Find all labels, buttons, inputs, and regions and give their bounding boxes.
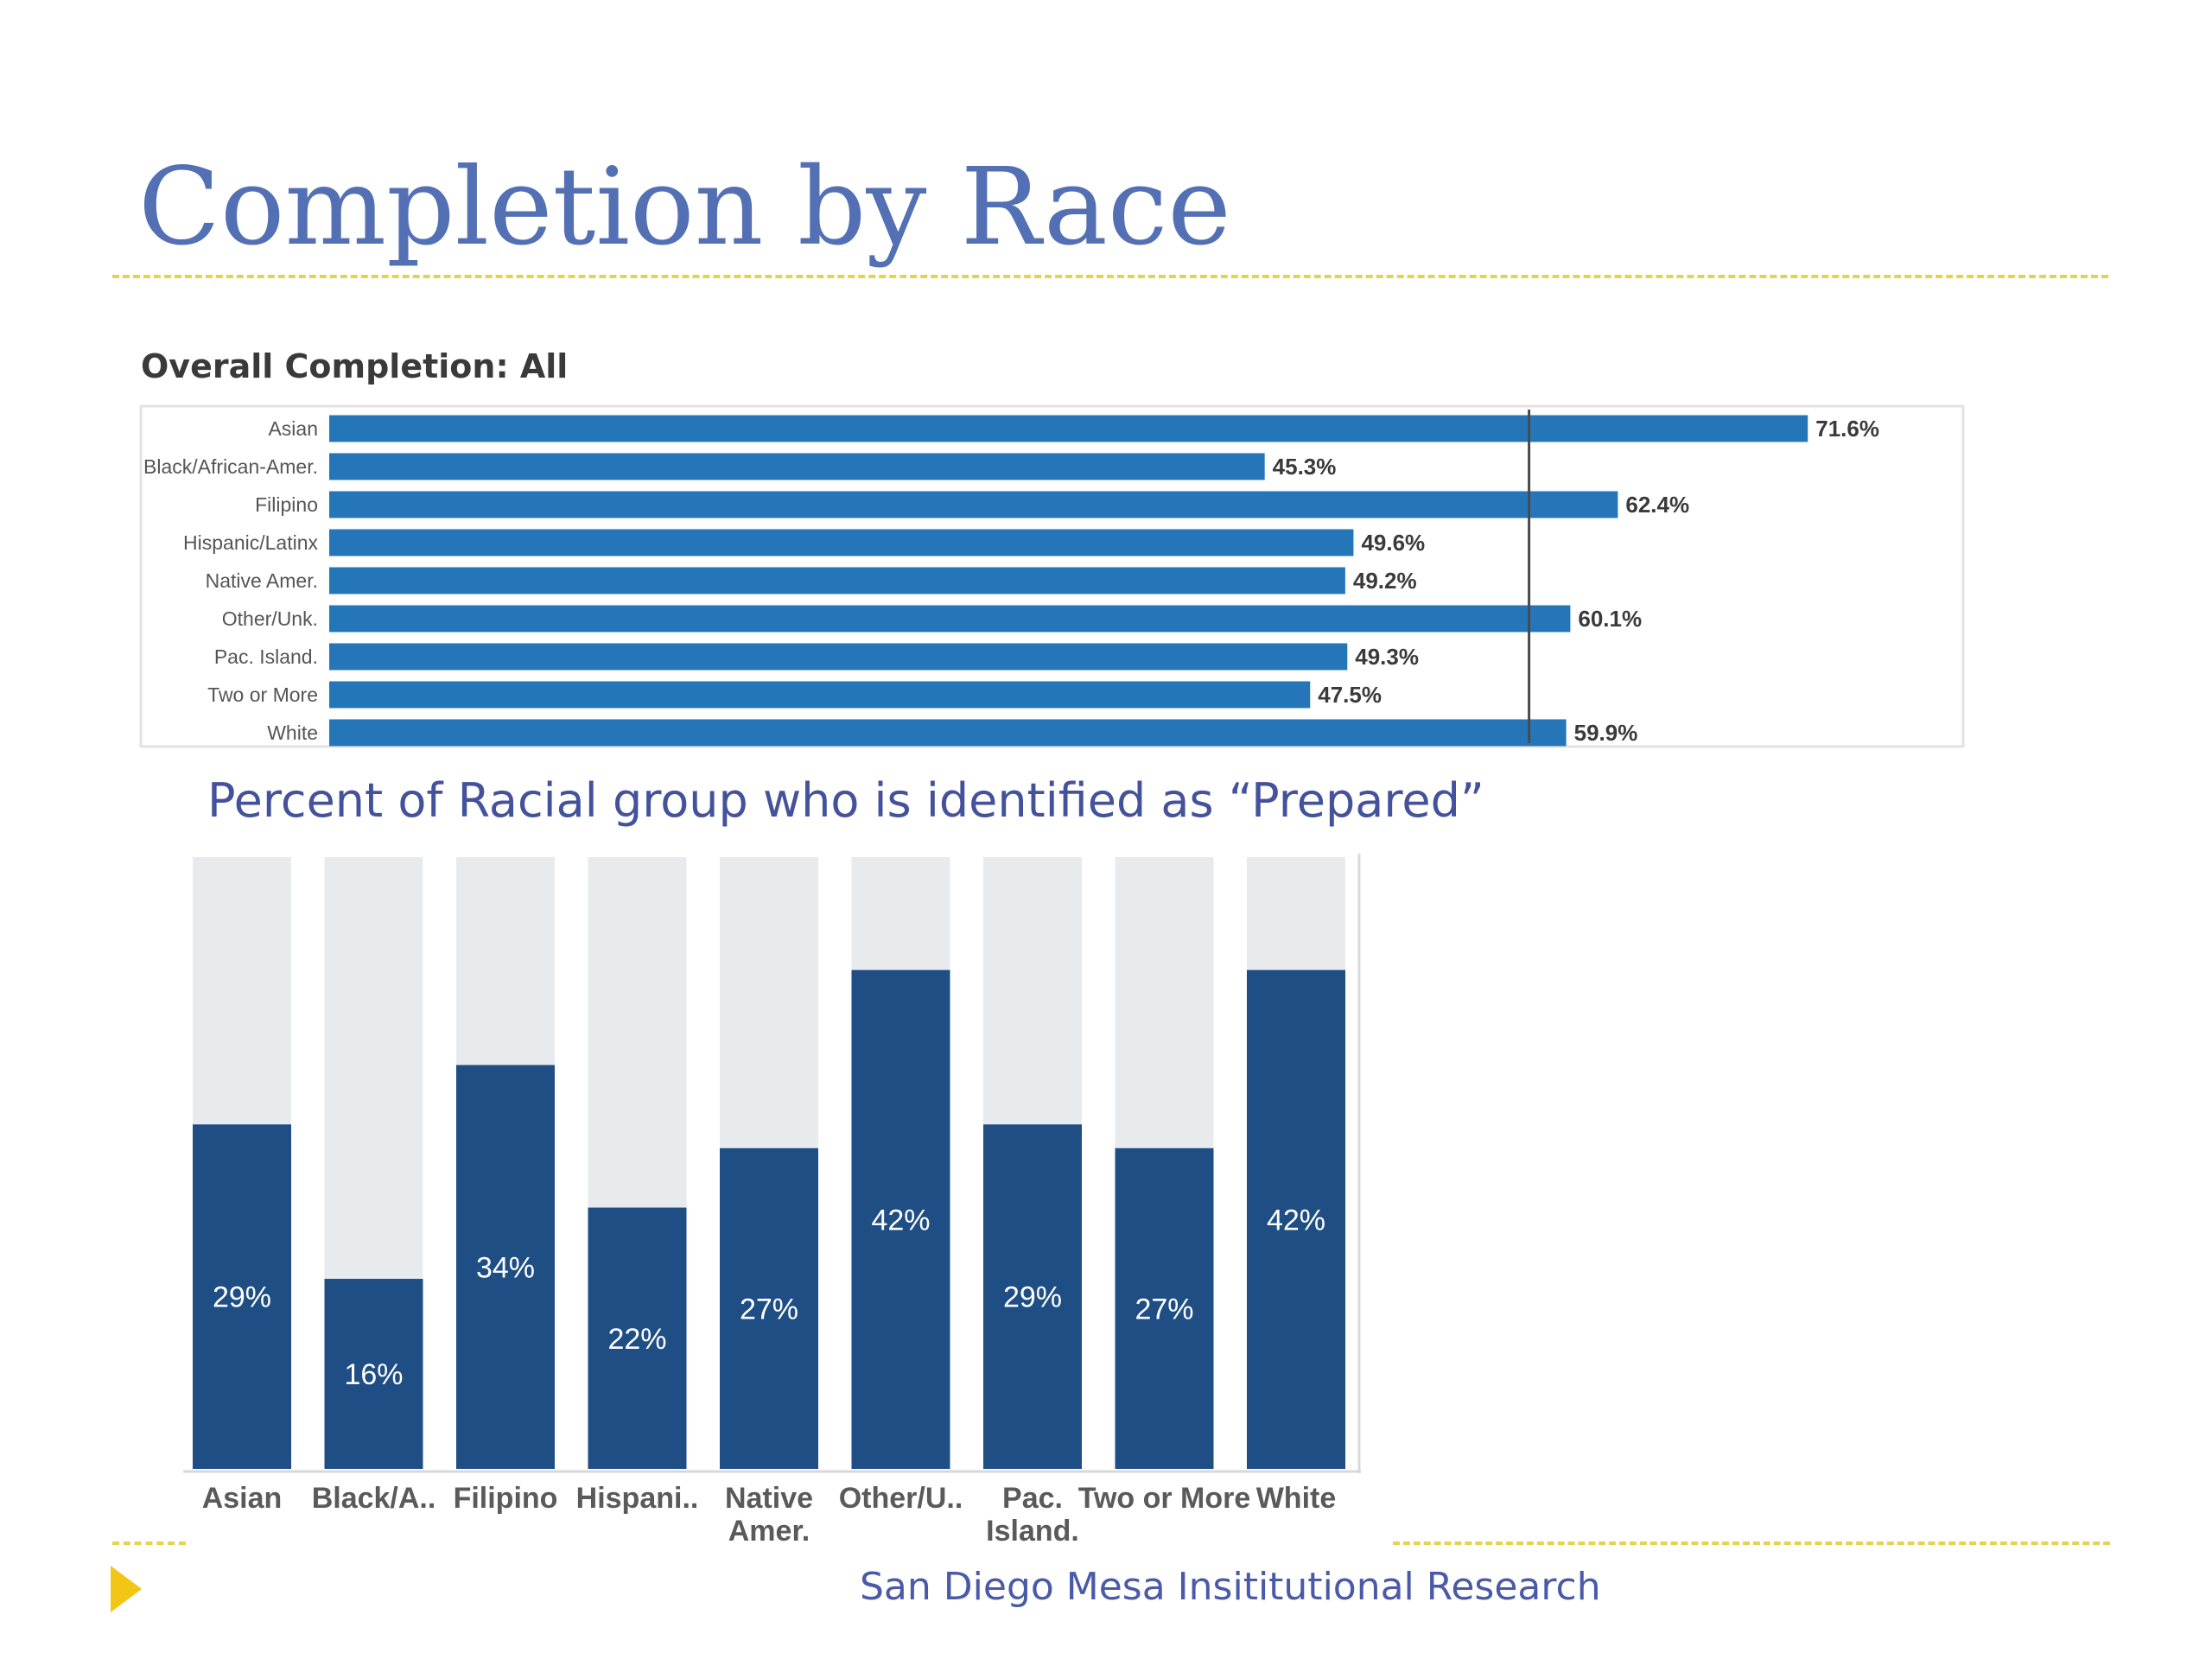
chart2-category-label: Pac. <box>1002 1482 1063 1515</box>
chart2-bar <box>851 969 950 1469</box>
chart2-title: Percent of Racial group who is identifie… <box>207 773 1484 828</box>
chart2-bar <box>193 1124 291 1469</box>
chart1-category-label: White <box>267 721 318 744</box>
chart1-bar <box>329 453 1265 480</box>
footer-divider-right <box>1393 1541 2110 1545</box>
chart1-category-label: Pac. Island. <box>214 645 318 668</box>
chart2-value-label: 22% <box>607 1323 666 1356</box>
chart1-bar <box>329 719 1567 747</box>
chart1-category-label: Native Amer. <box>206 569 318 592</box>
slide-title: Completion by Race <box>138 145 1231 270</box>
chart1-category-label: Black/African-Amer. <box>143 455 318 478</box>
chart1-value-label: 59.9% <box>1574 720 1638 746</box>
chart2-value-label: 29% <box>213 1281 271 1314</box>
chart2-value-label: 42% <box>871 1204 930 1236</box>
chart2-category-label: Other/U.. <box>839 1482 963 1515</box>
chart1-value-label: 71.6% <box>1815 416 1879 442</box>
chart1-bar <box>329 529 1354 556</box>
chart2-bar <box>720 1147 818 1469</box>
chart2-bar <box>588 1207 687 1469</box>
chart1-value-label: 49.2% <box>1353 568 1417 594</box>
chart1-value-label: 62.4% <box>1625 492 1689 518</box>
chart2-category-label: Hispani.. <box>576 1482 699 1515</box>
chart2-bar <box>456 1065 555 1469</box>
chart1-category-label: Two or More <box>207 683 318 706</box>
chart1-bar <box>329 643 1348 671</box>
chart1-category-label: Other/Unk. <box>222 607 318 630</box>
chart1-category-label: Filipino <box>255 493 318 516</box>
chart2-bar <box>1115 1147 1214 1469</box>
chart1-frame <box>139 404 1965 748</box>
chart1-value-label: 60.1% <box>1578 606 1642 632</box>
chart2-category-label: Two or More <box>1078 1482 1251 1515</box>
chart1-value-label: 49.6% <box>1361 530 1425 556</box>
chart1-bar <box>329 605 1571 632</box>
chart1-category-label: Hispanic/Latinx <box>183 531 318 554</box>
chart2-value-label: 34% <box>476 1251 535 1284</box>
chart1-title: Overall Completion: All <box>141 347 569 385</box>
chart1-bar <box>329 415 1808 442</box>
chart1-category-label: Asian <box>268 417 318 440</box>
footer-divider-left <box>112 1541 186 1545</box>
chart2-value-label: 27% <box>740 1293 798 1325</box>
footer-credit: San Diego Mesa Insititutional Research <box>860 1565 1601 1609</box>
chart2-category-label: Filipino <box>454 1482 558 1515</box>
chart2-category-label: Asian <box>202 1482 283 1515</box>
chart2-value-label: 42% <box>1267 1204 1325 1236</box>
chart2-category-label: Island. <box>986 1515 1079 1548</box>
chart2-value-label: 27% <box>1135 1293 1193 1325</box>
chart2-bar <box>1247 969 1345 1469</box>
chart2-bar <box>324 1279 423 1469</box>
chart2-value-label: 29% <box>1003 1281 1062 1314</box>
title-divider <box>112 275 2108 278</box>
chart2-category-label: Black/A.. <box>312 1482 436 1515</box>
chart2-category-label: White <box>1256 1482 1337 1515</box>
chart1-bar <box>329 681 1311 709</box>
bullet-arrow-icon <box>111 1566 142 1612</box>
chart2-category-label: Native <box>725 1482 813 1515</box>
chart1-bar <box>329 567 1345 594</box>
chart1-bar <box>329 491 1618 518</box>
chart2-value-label: 16% <box>344 1358 403 1391</box>
chart1-value-label: 45.3% <box>1273 454 1337 480</box>
chart1-value-label: 47.5% <box>1318 682 1382 708</box>
chart2-bar <box>983 1124 1082 1469</box>
chart1-value-label: 49.3% <box>1355 644 1419 670</box>
chart2-category-label: Amer. <box>728 1515 810 1548</box>
